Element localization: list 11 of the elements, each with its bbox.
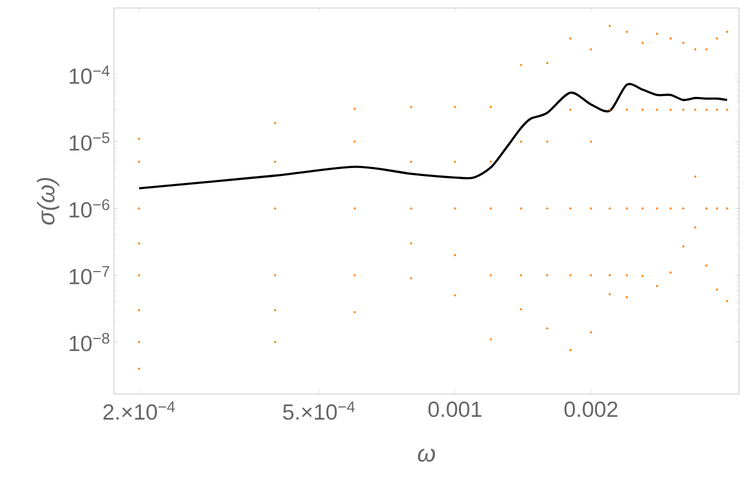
y-tick-label: 10$^{−8}$: [70, 332, 110, 352]
y-tick-label: 10$^{−5}$: [70, 132, 110, 151]
x-tick-label: 0.002: [564, 402, 618, 418]
y-axis-title: σ(ω): [36, 178, 60, 225]
x-tick-label: 0.001: [428, 402, 482, 418]
x-tick-label: 5.×10$^{−4}$: [283, 402, 355, 420]
y-tick-label: 10$^{−6}$: [70, 199, 110, 218]
y-tick-label: 10$^{−7}$: [70, 266, 110, 284]
y-tick-label: 10$^{−4}$: [70, 66, 110, 84]
x-tick-label: 2.×10$^{−4}$: [103, 402, 175, 420]
x-axis-title: ω: [418, 448, 436, 462]
